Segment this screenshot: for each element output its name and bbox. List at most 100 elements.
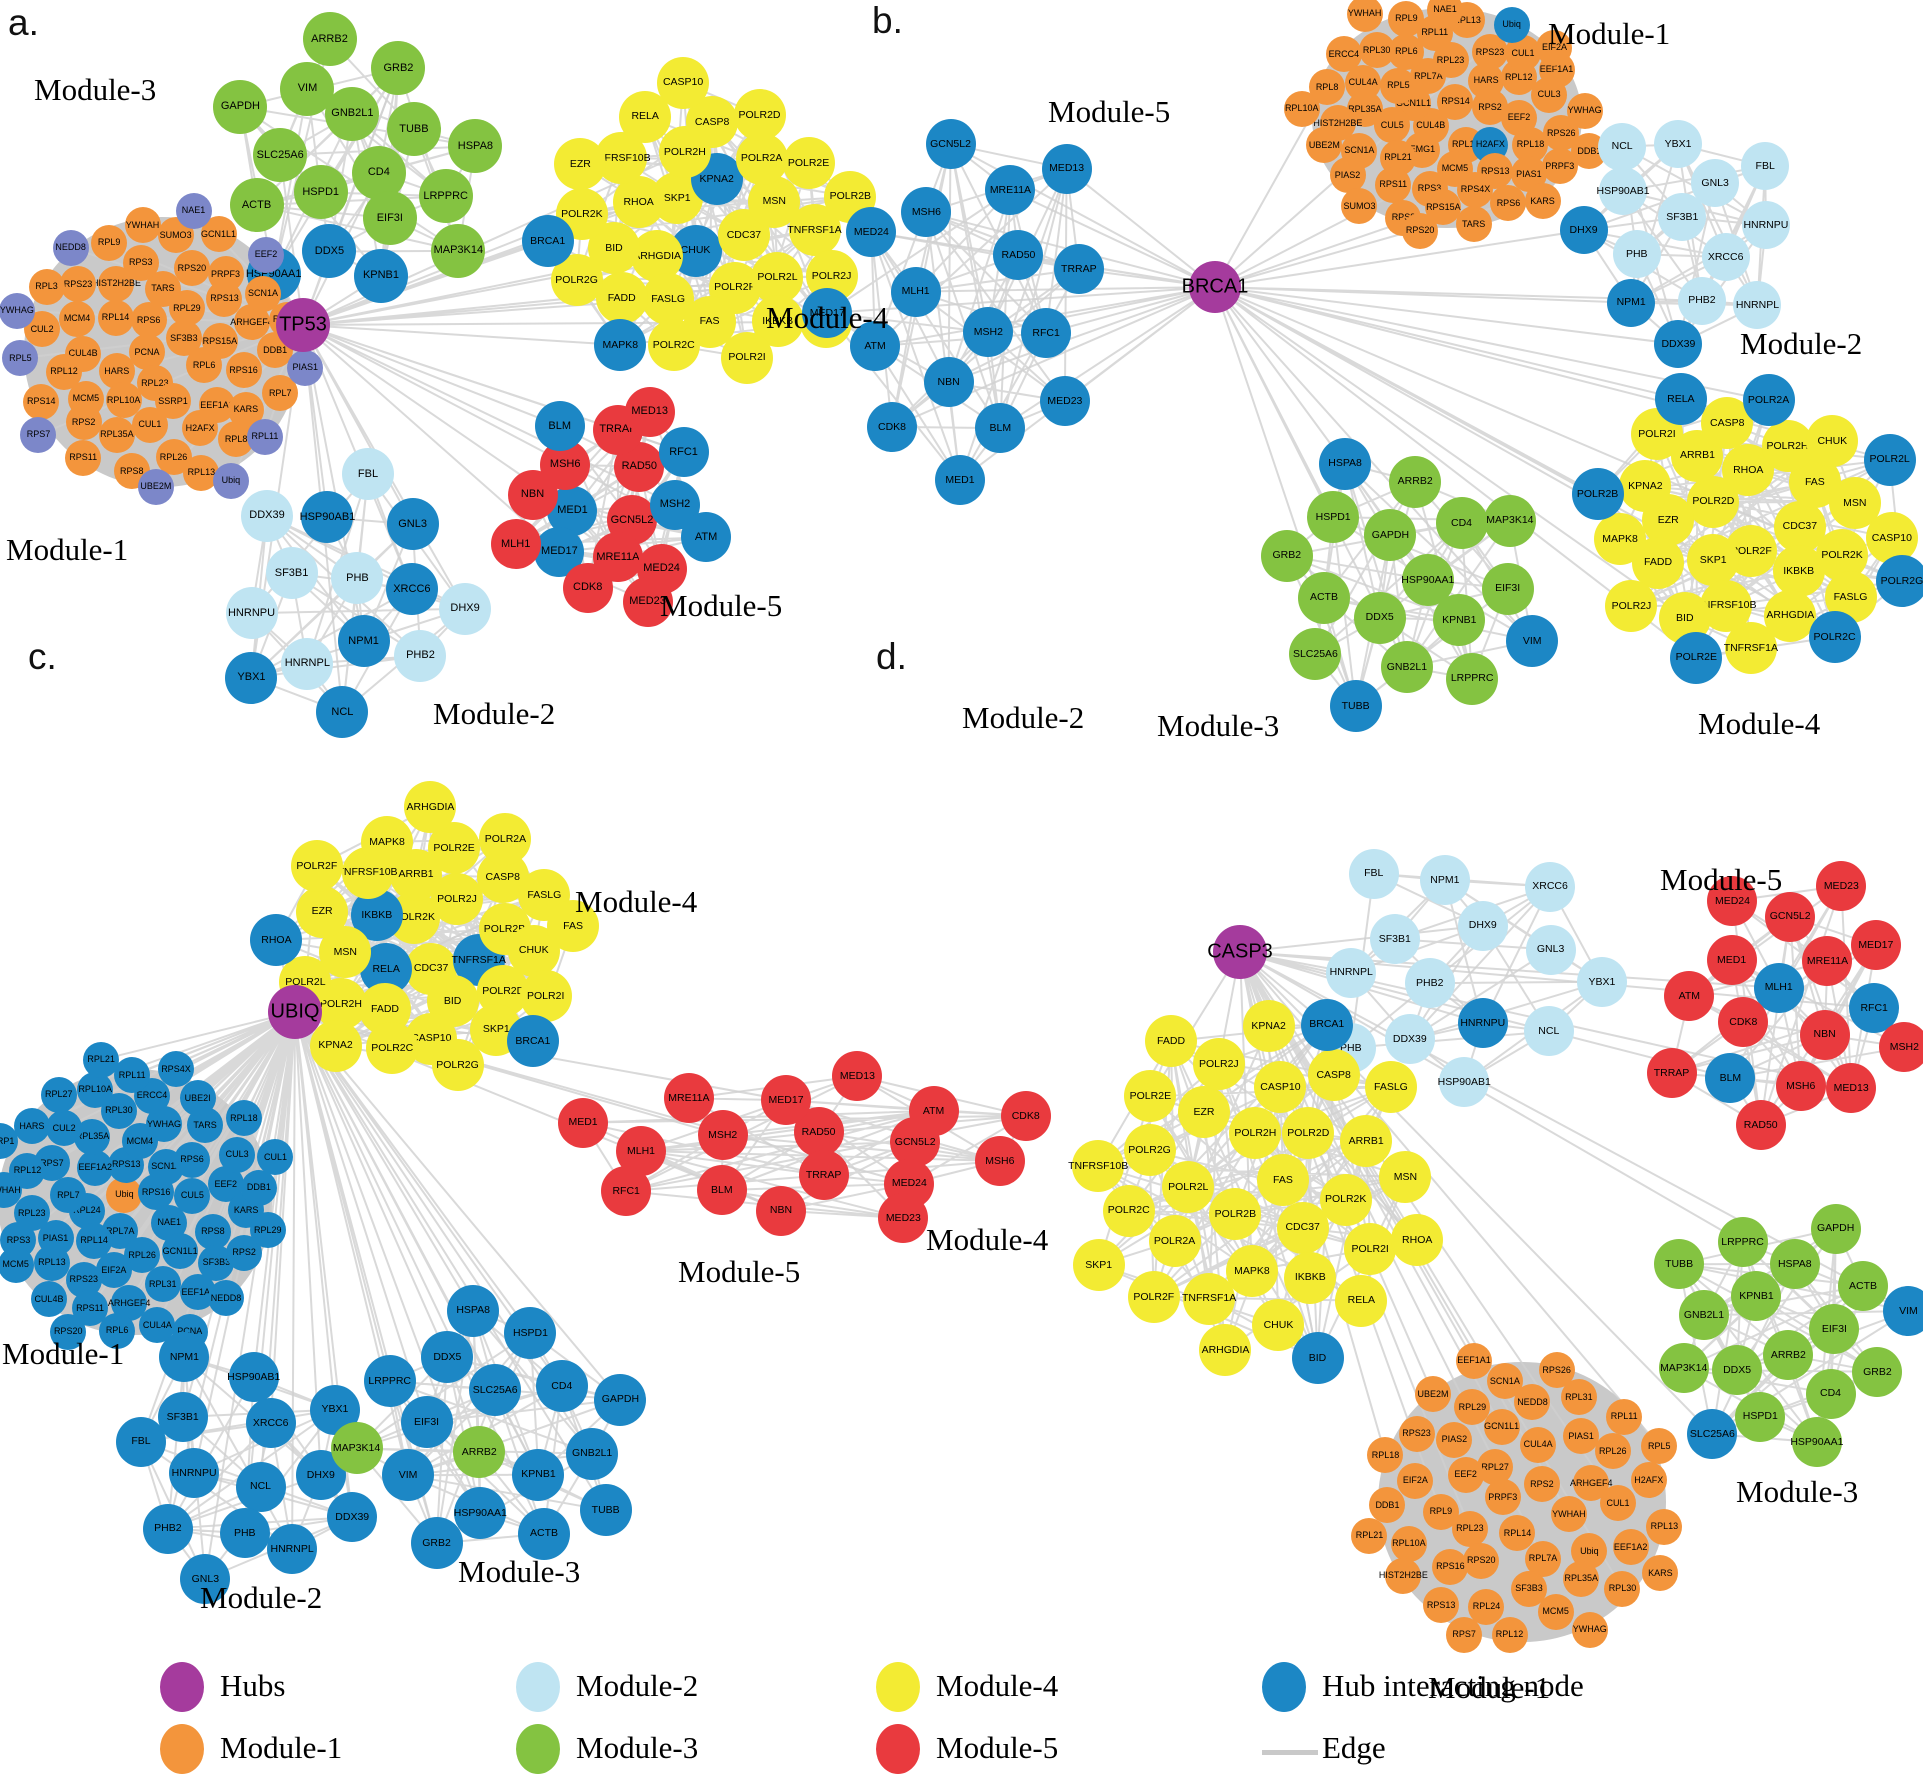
node-POLR2E[interactable]: POLR2E — [782, 136, 835, 189]
node-ARHGDIA[interactable]: ARHGDIA — [1764, 589, 1817, 642]
node-XRCC6[interactable]: XRCC6 — [385, 563, 438, 616]
node-SUMO3[interactable]: SUMO3 — [1341, 188, 1378, 225]
node-PHB2[interactable]: PHB2 — [142, 1503, 193, 1554]
node-POLR2C[interactable]: POLR2C — [366, 1021, 419, 1074]
node-DDX5[interactable]: DDX5 — [302, 224, 357, 279]
node-BRCA1[interactable]: BRCA1 — [521, 214, 574, 267]
node-RPL14[interactable]: RPL14 — [76, 1222, 113, 1259]
node-POLR2A[interactable]: POLR2A — [1742, 374, 1795, 427]
node-TUBB[interactable]: TUBB — [1329, 680, 1382, 733]
node-GNL3[interactable]: GNL3 — [1691, 159, 1740, 208]
node-RPL24[interactable]: RPL24 — [1468, 1588, 1505, 1625]
node-RPL31[interactable]: RPL31 — [1560, 1379, 1597, 1416]
node-EEF1A1[interactable]: EEF1A1 — [1456, 1342, 1493, 1379]
node-POLR2D[interactable]: POLR2D — [733, 89, 786, 142]
node-KPNB1[interactable]: KPNB1 — [1433, 594, 1486, 647]
node-RPS14[interactable]: RPS14 — [1437, 83, 1474, 120]
node-EIF3I[interactable]: EIF3I — [362, 191, 417, 246]
node-CUL5[interactable]: CUL5 — [174, 1177, 211, 1214]
node-NBN[interactable]: NBN — [507, 469, 558, 520]
node-POLR2H[interactable]: POLR2H — [1229, 1107, 1282, 1160]
node-YWHAG[interactable]: YWHAG — [146, 1106, 183, 1143]
node-KPNB1[interactable]: KPNB1 — [353, 248, 408, 303]
node-MSH6[interactable]: MSH6 — [901, 187, 952, 238]
node-MAPK8[interactable]: MAPK8 — [1594, 513, 1647, 566]
node-MED23[interactable]: MED23 — [1039, 376, 1090, 427]
node-HSPA8[interactable]: HSPA8 — [447, 1284, 500, 1337]
node-HSPD1[interactable]: HSPD1 — [293, 165, 348, 220]
node-CDK8[interactable]: CDK8 — [1718, 997, 1769, 1048]
node-H2AFX[interactable]: H2AFX — [182, 410, 219, 447]
node-RAD50[interactable]: RAD50 — [993, 230, 1044, 281]
node-ACTB[interactable]: ACTB — [229, 178, 284, 233]
node-HSPA8[interactable]: HSPA8 — [448, 119, 503, 174]
node-FASLG[interactable]: FASLG — [1364, 1060, 1417, 1113]
node-TARS[interactable]: TARS — [1455, 206, 1492, 243]
node-DHX9[interactable]: DHX9 — [439, 582, 492, 635]
node-GNB2L1[interactable]: GNB2L1 — [566, 1427, 619, 1480]
node-LRPPRC[interactable]: LRPPRC — [1717, 1217, 1768, 1268]
node-TUBB[interactable]: TUBB — [1654, 1239, 1705, 1290]
node-RPS23[interactable]: RPS23 — [60, 266, 97, 303]
node-GNB2L1[interactable]: GNB2L1 — [325, 86, 380, 141]
node-GAPDH[interactable]: GAPDH — [1364, 508, 1417, 561]
node-EIF3I[interactable]: EIF3I — [1809, 1303, 1860, 1354]
node-RPL5[interactable]: RPL5 — [2, 340, 39, 377]
node-RPL26[interactable]: RPL26 — [1594, 1433, 1631, 1470]
node-RPS6[interactable]: RPS6 — [1490, 185, 1527, 222]
node-RHOA[interactable]: RHOA — [250, 914, 303, 967]
node-TUBB[interactable]: TUBB — [386, 102, 441, 157]
node-RPL11[interactable]: RPL11 — [246, 418, 283, 455]
node-KPNA2[interactable]: KPNA2 — [309, 1019, 362, 1072]
node-MED17[interactable]: MED17 — [761, 1075, 812, 1126]
node-HNRNPU[interactable]: HNRNPU — [1741, 201, 1790, 250]
node-MCM4[interactable]: MCM4 — [59, 300, 96, 337]
node-RPS2[interactable]: RPS2 — [65, 404, 102, 441]
node-POLR2L[interactable]: POLR2L — [1162, 1160, 1215, 1213]
node-DDX39[interactable]: DDX39 — [240, 489, 293, 542]
node-RELA[interactable]: RELA — [1335, 1274, 1388, 1327]
node-POLR2C[interactable]: POLR2C — [1808, 610, 1861, 663]
node-RPS8[interactable]: RPS8 — [194, 1213, 231, 1250]
node-POLR2J[interactable]: POLR2J — [1605, 579, 1658, 632]
node-SLC25A6[interactable]: SLC25A6 — [1687, 1409, 1738, 1460]
node-RPL9[interactable]: RPL9 — [91, 224, 128, 261]
node-RPS26[interactable]: RPS26 — [1538, 1352, 1575, 1389]
node-MSH2[interactable]: MSH2 — [963, 307, 1014, 358]
node-POLR2C[interactable]: POLR2C — [1102, 1184, 1155, 1237]
node-PIAS1[interactable]: PIAS1 — [1563, 1418, 1600, 1455]
node-HIST2H2BE[interactable]: HIST2H2BE — [1379, 1557, 1428, 1594]
node-SF3B1[interactable]: SF3B1 — [1369, 914, 1420, 965]
node-MSH2[interactable]: MSH2 — [1879, 1022, 1923, 1073]
node-GCN1L1[interactable]: GCN1L1 — [162, 1233, 199, 1270]
node-RPL3[interactable]: RPL3 — [28, 268, 65, 305]
node-RFC1[interactable]: RFC1 — [1021, 308, 1072, 359]
node-PRPF3[interactable]: PRPF3 — [207, 256, 244, 293]
node-MED13[interactable]: MED13 — [1041, 143, 1092, 194]
node-POLR2A[interactable]: POLR2A — [1148, 1214, 1201, 1267]
node-IKBKB[interactable]: IKBKB — [1284, 1251, 1337, 1304]
node-TUBB[interactable]: TUBB — [579, 1484, 632, 1537]
node-MLH1[interactable]: MLH1 — [1753, 962, 1804, 1013]
node-MAP3K14[interactable]: MAP3K14 — [330, 1422, 383, 1475]
node-RPL11[interactable]: RPL11 — [114, 1057, 151, 1094]
node-DHX9[interactable]: DHX9 — [1457, 900, 1508, 951]
node-Ubiq[interactable]: Ubiq — [1493, 6, 1530, 43]
node-MRE11A[interactable]: MRE11A — [663, 1073, 714, 1124]
node-ATM[interactable]: ATM — [908, 1085, 959, 1136]
node-POLR2K[interactable]: POLR2K — [1319, 1173, 1372, 1226]
node-BLM[interactable]: BLM — [1705, 1052, 1756, 1103]
node-POLR2H[interactable]: POLR2H — [1761, 420, 1814, 473]
node-KPNB1[interactable]: KPNB1 — [1731, 1271, 1782, 1321]
node-YWHAH[interactable]: YWHAH — [1346, 0, 1383, 32]
node-MCM5[interactable]: MCM5 — [1537, 1593, 1574, 1630]
node-MAP3K14[interactable]: MAP3K14 — [431, 223, 486, 278]
node-RPS15A[interactable]: RPS15A — [201, 323, 238, 360]
node-HNRNPL[interactable]: HNRNPL — [1326, 947, 1377, 998]
node-LRPPRC[interactable]: LRPPRC — [1446, 652, 1499, 705]
node-RPS16[interactable]: RPS16 — [225, 352, 262, 389]
node-NBN[interactable]: NBN — [755, 1185, 806, 1236]
node-ARRB2[interactable]: ARRB2 — [1763, 1330, 1814, 1381]
node-ATM[interactable]: ATM — [850, 321, 901, 372]
node-GAPDH[interactable]: GAPDH — [213, 79, 268, 134]
